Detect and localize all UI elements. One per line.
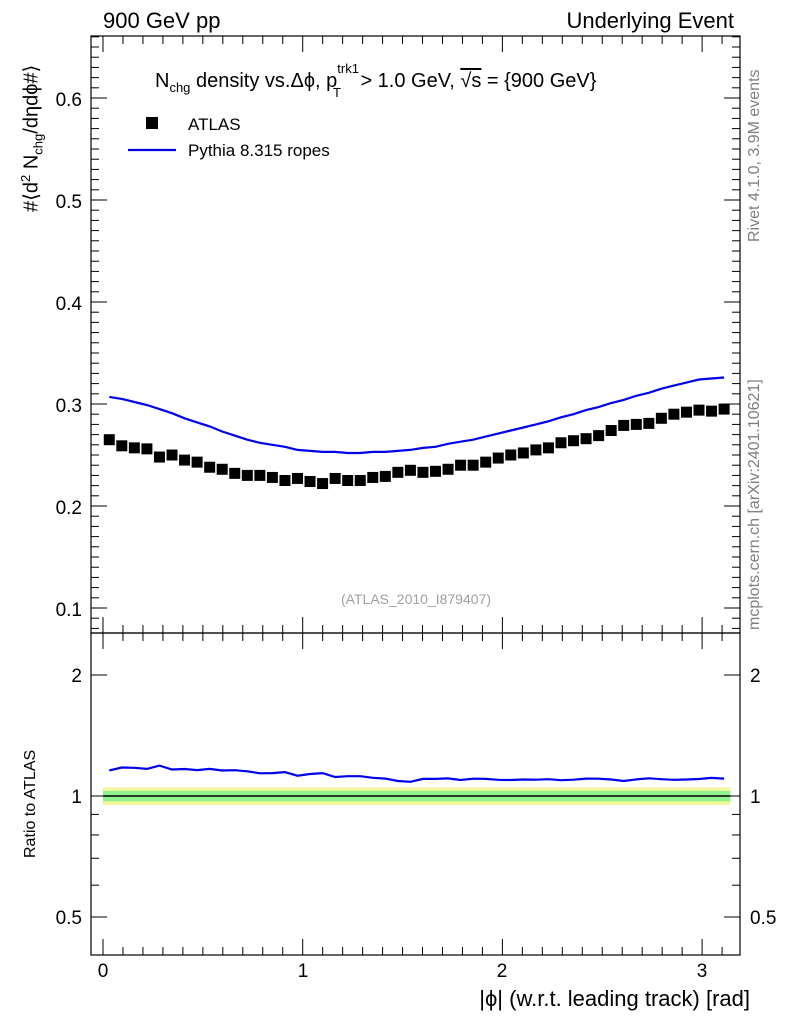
atlas-data-point [680,406,692,418]
atlas-data-point [116,440,128,452]
main-ytick-label-0p3: 0.3 [56,396,82,417]
ratio-ytick-label-right-0p5: 0.5 [750,908,776,929]
atlas-data-point [404,464,416,476]
atlas-data-point [254,469,266,481]
atlas-data-point [455,459,467,471]
atlas-data-point [103,434,115,446]
ratio-mc-line [109,764,725,783]
atlas-data-point [128,442,140,454]
atlas-data-point [229,467,241,479]
atlas-data-point [517,447,529,459]
atlas-data-point [467,459,479,471]
atlas-data-point [568,435,580,447]
atlas-data-point [279,475,291,486]
atlas-data-point [718,403,730,415]
atlas-data-point [179,454,191,466]
atlas-data-point [367,471,379,483]
atlas-data-point [668,408,680,420]
atlas-data-point [379,470,391,482]
atlas-data-point [417,466,429,478]
main-ytick-label-0p1: 0.1 [56,600,82,621]
analysis-watermark: (ATLAS_2010_I879407) [341,591,491,607]
atlas-data-point [430,465,442,477]
atlas-data-point [593,430,605,442]
atlas-data-point [555,437,567,449]
atlas-data-point [442,463,454,475]
plot-title: Nchg density vs.Δϕ, ptrk1 T > 1.0 GeV, √s… [155,61,597,100]
atlas-data-point [216,463,228,475]
atlas-data-point [505,449,517,461]
ratio-ytick-label-1: 1 [71,787,82,808]
atlas-data-point [291,472,303,484]
main-ytick-label-0p2: 0.2 [56,498,82,519]
atlas-data-point [605,425,617,437]
xtick-label-1: 1 [298,961,309,982]
atlas-data-point [693,404,705,416]
ratio-plot-frame [90,632,741,956]
pythia-mc-line [109,376,725,455]
atlas-data-point [630,418,642,430]
main-ticks [91,36,740,629]
atlas-data-point [618,419,630,431]
legend-marker-atlas [146,117,158,129]
atlas-data-point [317,478,329,490]
atlas-data-point [542,442,554,454]
ratio-ytick-label-0p5: 0.5 [56,908,82,929]
atlas-data-point [342,475,354,486]
x-ticks [102,36,723,955]
atlas-data-point [354,475,366,486]
ratio-ytick-label-right-1: 1 [750,787,761,808]
atlas-data-point [530,444,542,456]
atlas-data-point [166,449,178,461]
ratio-ticks [91,674,740,918]
atlas-data-point [304,476,316,488]
atlas-data-point [191,456,203,468]
main-ytick-label-0p6: 0.6 [56,90,82,111]
atlas-data-point [580,433,592,445]
atlas-data-point [141,443,153,455]
atlas-data-markers [103,403,730,490]
main-ytick-label-0p4: 0.4 [56,294,83,315]
atlas-data-point [643,417,655,429]
atlas-data-point [204,461,216,473]
atlas-data-point [241,469,253,481]
atlas-data-point [480,456,492,468]
xtick-label-2: 2 [497,961,508,982]
xtick-label-0: 0 [98,961,109,982]
ratio-ytick-label-right-2: 2 [750,666,761,687]
legend-label-pythia: Pythia 8.315 ropes [188,141,330,160]
x-axis-label: |ϕ| (w.r.t. leading track) [rad] [479,986,750,1011]
atlas-data-point [706,405,718,417]
header-left: 900 GeV pp [103,8,221,33]
atlas-data-point [153,451,165,463]
atlas-data-point [655,412,667,424]
atlas-data-point [329,472,341,484]
xtick-label-3: 3 [697,961,708,982]
main-ytick-label-0p5: 0.5 [56,192,82,213]
legend-label-atlas: ATLAS [188,115,241,134]
header-right: Underlying Event [566,8,734,33]
atlas-data-point [266,471,278,483]
atlas-data-point [392,466,404,478]
atlas-data-point [492,452,504,464]
ratio-ytick-label-2: 2 [71,666,82,687]
